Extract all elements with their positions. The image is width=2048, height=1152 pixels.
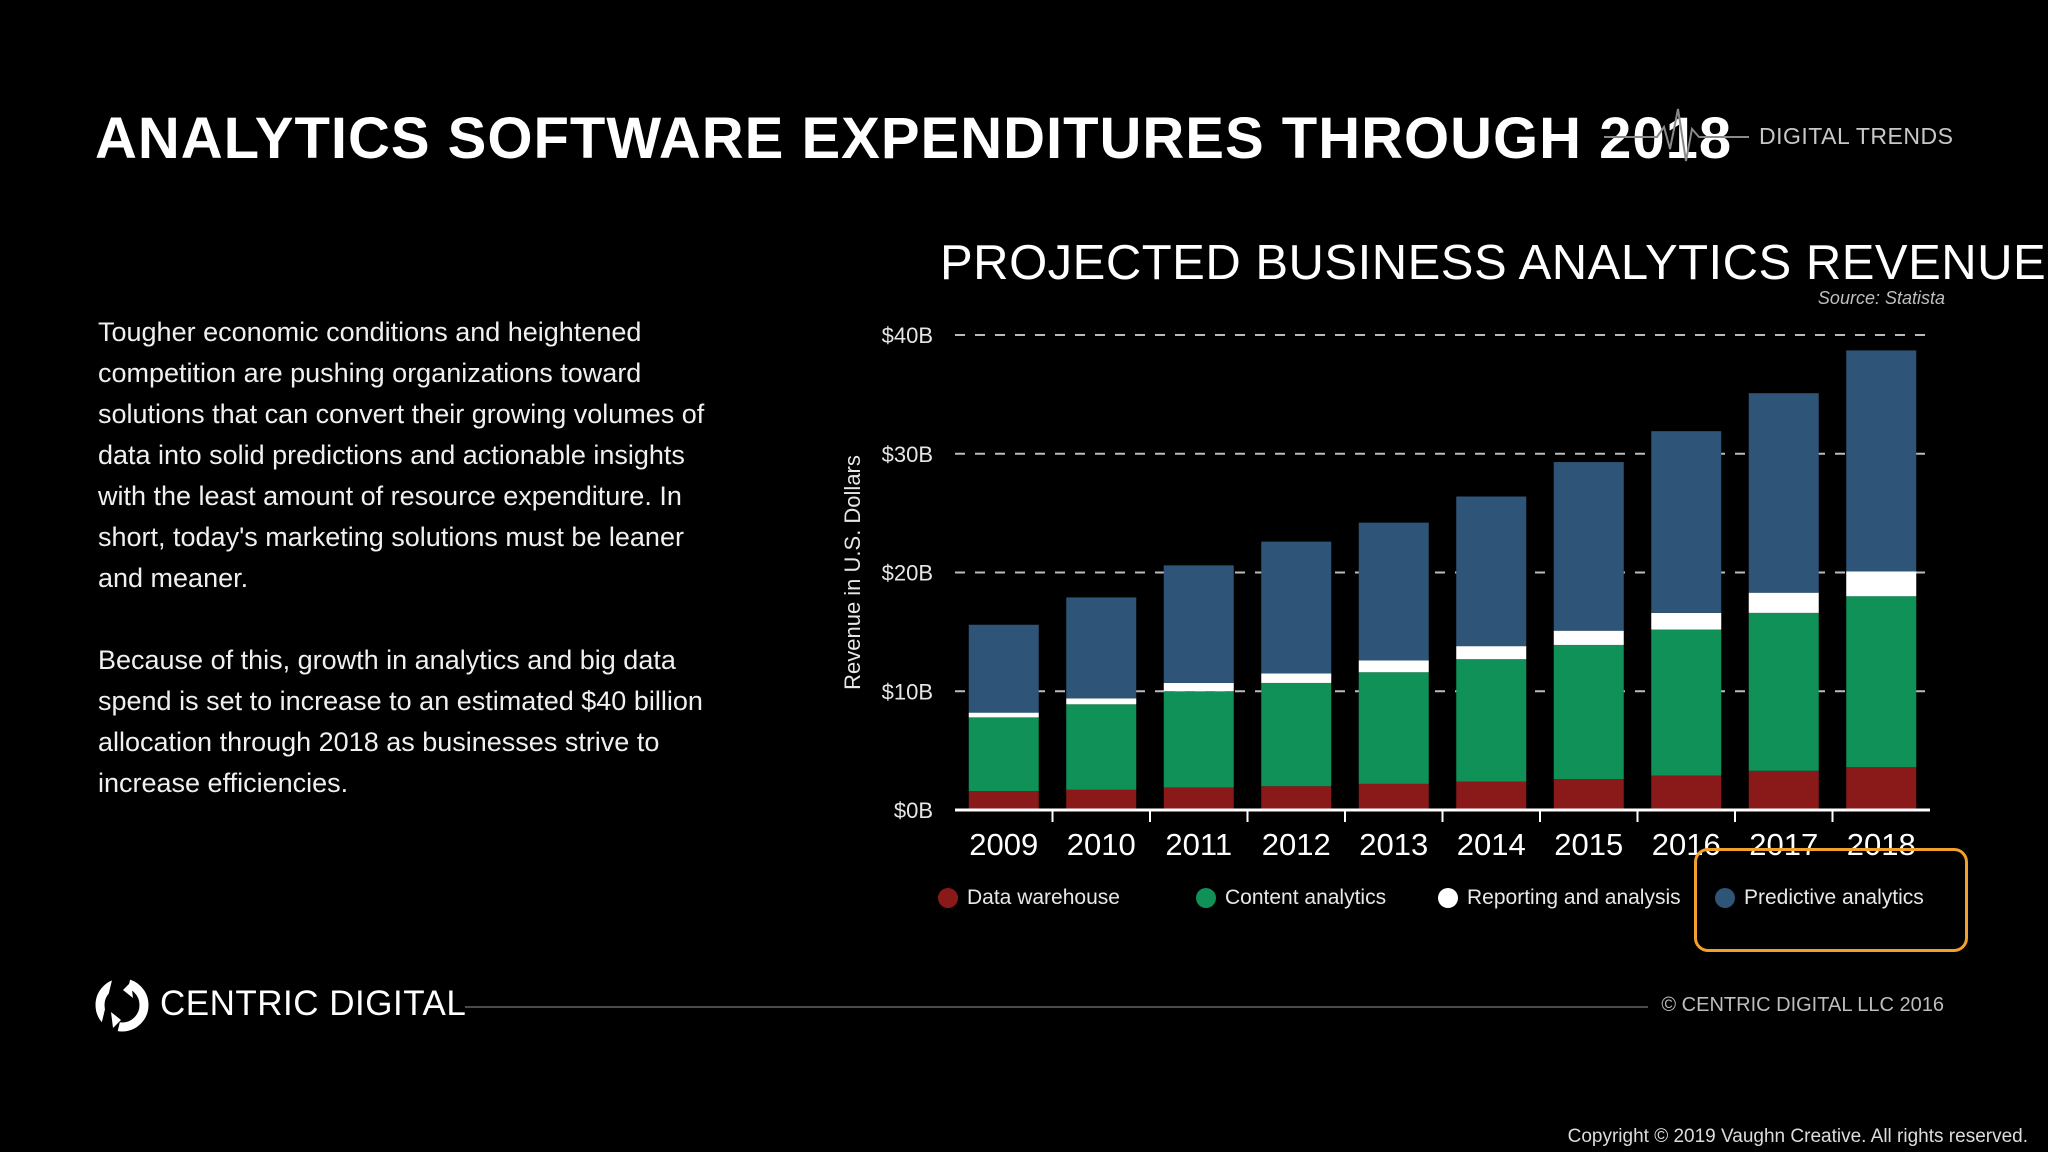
x-tick-label: 2017 [1749, 827, 1818, 860]
pulse-line-icon [1604, 108, 1749, 162]
bar-content-analytics-2010 [1066, 704, 1137, 790]
bar-content-analytics-2013 [1358, 672, 1429, 784]
body-paragraph-2: Because of this, growth in analytics and… [98, 645, 703, 798]
bar-data-warehouse-2017 [1748, 770, 1819, 810]
bar-predictive-analytics-2013 [1358, 522, 1429, 661]
legend-swatch-icon [938, 888, 958, 908]
stacked-bar-chart: $0B $10B $20B $30B $40B Revenue in U.S. Dolla… [840, 323, 1930, 860]
bar-data-warehouse-2016 [1651, 775, 1722, 810]
legend-swatch-icon [1438, 888, 1458, 908]
x-tick-label: 2014 [1457, 827, 1526, 860]
y-tick-label: $40B [882, 323, 933, 348]
chart-title: PROJECTED BUSINESS ANALYTICS REVENUE [940, 236, 2047, 290]
bar-content-analytics-2017 [1748, 612, 1819, 771]
bar-reporting-and-analysis-2012 [1261, 673, 1332, 683]
bar-predictive-analytics-2011 [1163, 565, 1234, 683]
bar-reporting-and-analysis-2018 [1846, 571, 1917, 597]
bar-predictive-analytics-2009 [968, 624, 1039, 713]
bar-reporting-and-analysis-2010 [1066, 698, 1137, 705]
bar-data-warehouse-2010 [1066, 789, 1137, 810]
bar-reporting-and-analysis-2016 [1651, 612, 1722, 630]
x-tick-label: 2016 [1652, 827, 1721, 860]
bar-data-warehouse-2014 [1456, 781, 1527, 810]
bar-content-analytics-2018 [1846, 596, 1917, 768]
legend-swatch-icon [1196, 888, 1216, 908]
legend-item-data-warehouse: Data warehouse [938, 886, 1120, 910]
bar-data-warehouse-2009 [968, 791, 1039, 810]
logo-text: CENTRIC DIGITAL [160, 984, 467, 1023]
footer-copyright: © CENTRIC DIGITAL LLC 2016 [1661, 994, 1944, 1016]
bar-predictive-analytics-2014 [1456, 496, 1527, 647]
bar-predictive-analytics-2018 [1846, 350, 1917, 572]
x-tick-label: 2015 [1554, 827, 1623, 860]
legend-item-reporting-and-analysis: Reporting and analysis [1438, 886, 1681, 910]
x-tick-label: 2010 [1067, 827, 1136, 860]
legend-label: Reporting and analysis [1467, 886, 1681, 909]
bar-predictive-analytics-2016 [1651, 431, 1722, 613]
body-paragraph-1: Tougher economic conditions and heighten… [98, 317, 705, 593]
bar-content-analytics-2016 [1651, 629, 1722, 776]
page-title: ANALYTICS SOFTWARE EXPENDITURES THROUGH … [95, 106, 1733, 171]
x-tick-label: 2012 [1262, 827, 1331, 860]
chart-source: Source: Statista [1817, 288, 1945, 308]
x-tick-label: 2009 [969, 827, 1038, 860]
bar-reporting-and-analysis-2015 [1553, 630, 1624, 645]
legend-label: Predictive analytics [1744, 886, 1924, 909]
bar-reporting-and-analysis-2009 [968, 712, 1039, 718]
bar-content-analytics-2011 [1163, 691, 1234, 788]
bar-reporting-and-analysis-2013 [1358, 660, 1429, 673]
bar-reporting-and-analysis-2017 [1748, 592, 1819, 613]
footer-divider [465, 1006, 1648, 1008]
y-axis-label: Revenue in U.S. Dollars [840, 455, 865, 690]
x-tick-label: 2013 [1359, 827, 1428, 860]
legend-label: Content analytics [1225, 886, 1387, 909]
y-tick-label: $10B [882, 679, 933, 704]
bar-data-warehouse-2018 [1846, 767, 1917, 810]
bar-predictive-analytics-2017 [1748, 393, 1819, 593]
bar-data-warehouse-2011 [1163, 787, 1234, 810]
bar-content-analytics-2014 [1456, 659, 1527, 782]
brand-label: DIGITAL TRENDS [1759, 123, 1954, 149]
bar-reporting-and-analysis-2014 [1456, 646, 1527, 660]
bar-data-warehouse-2015 [1553, 779, 1624, 810]
bar-predictive-analytics-2015 [1553, 462, 1624, 631]
legend-label: Data warehouse [967, 886, 1120, 909]
x-tick-label: 2011 [1165, 827, 1232, 860]
legend-highlight-box [1694, 848, 1968, 952]
bar-predictive-analytics-2010 [1066, 597, 1137, 699]
bar-reporting-and-analysis-2011 [1163, 682, 1234, 692]
bar-content-analytics-2015 [1553, 644, 1624, 780]
legend-item-content-analytics: Content analytics [1196, 886, 1386, 910]
y-tick-label: $30B [882, 442, 933, 467]
bar-data-warehouse-2013 [1358, 783, 1429, 810]
legend-item-predictive-analytics: Predictive analytics [1715, 886, 1924, 910]
vaughn-copyright: Copyright © 2019 Vaughn Creative. All ri… [1567, 1126, 2028, 1147]
bar-predictive-analytics-2012 [1261, 541, 1332, 674]
body-text: Tougher economic conditions and heighten… [98, 312, 718, 845]
legend-swatch-icon [1715, 888, 1735, 908]
bar-data-warehouse-2012 [1261, 786, 1332, 810]
bar-content-analytics-2012 [1261, 682, 1332, 787]
y-tick-label: $20B [882, 561, 933, 586]
bar-content-analytics-2009 [968, 717, 1039, 791]
x-tick-label: 2018 [1847, 827, 1916, 860]
y-tick-label: $0B [894, 798, 933, 823]
centric-digital-logo-icon [95, 976, 149, 1034]
